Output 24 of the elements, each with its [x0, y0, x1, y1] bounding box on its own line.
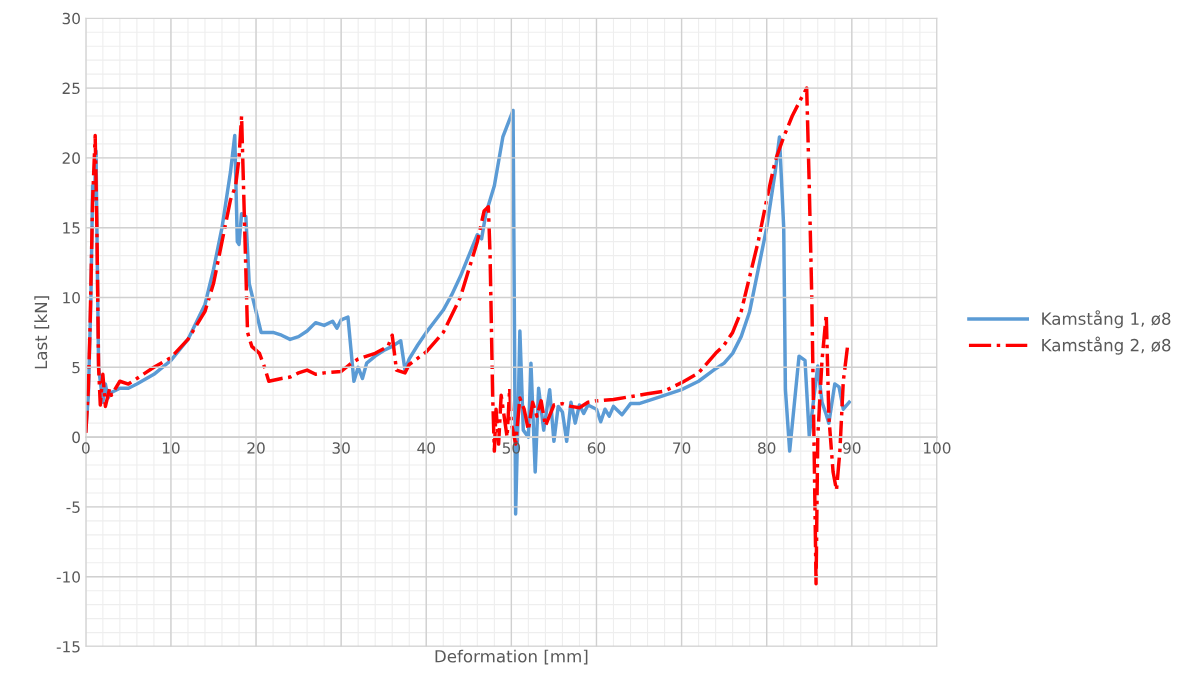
x-axis-title: Deformation [mm]: [435, 649, 588, 665]
y-tick-label: 25: [62, 82, 80, 95]
x-tick-label: 30: [332, 442, 350, 454]
y-tick-label: 10: [63, 291, 80, 304]
y-tick-label: 0: [72, 431, 80, 444]
x-tick-label: 40: [417, 442, 435, 454]
x-tick-label: 60: [587, 442, 606, 454]
x-tick-label: 70: [673, 442, 691, 454]
y-tick-label: -10: [56, 571, 80, 583]
y-tick-label: 20: [62, 152, 80, 164]
legend-label: Kamstång 2, ø8: [1042, 336, 1171, 355]
legend-label: Kamstång 1, ø8: [1042, 310, 1171, 329]
x-tick-label: 20: [247, 442, 265, 454]
y-tick-label: -15: [56, 641, 80, 653]
y-tick-label: 15: [63, 222, 80, 234]
x-tick-label: 100: [924, 442, 951, 454]
x-tick-label: 0: [81, 442, 90, 454]
y-axis-title: Last [kN]: [34, 296, 50, 369]
x-tick-label: 90: [843, 442, 861, 454]
y-tick-label: -5: [66, 501, 80, 513]
x-tick-label: 80: [758, 442, 776, 454]
y-tick-label: 5: [72, 361, 80, 374]
y-tick-label: 30: [62, 12, 80, 25]
x-tick-label: 10: [162, 442, 180, 454]
